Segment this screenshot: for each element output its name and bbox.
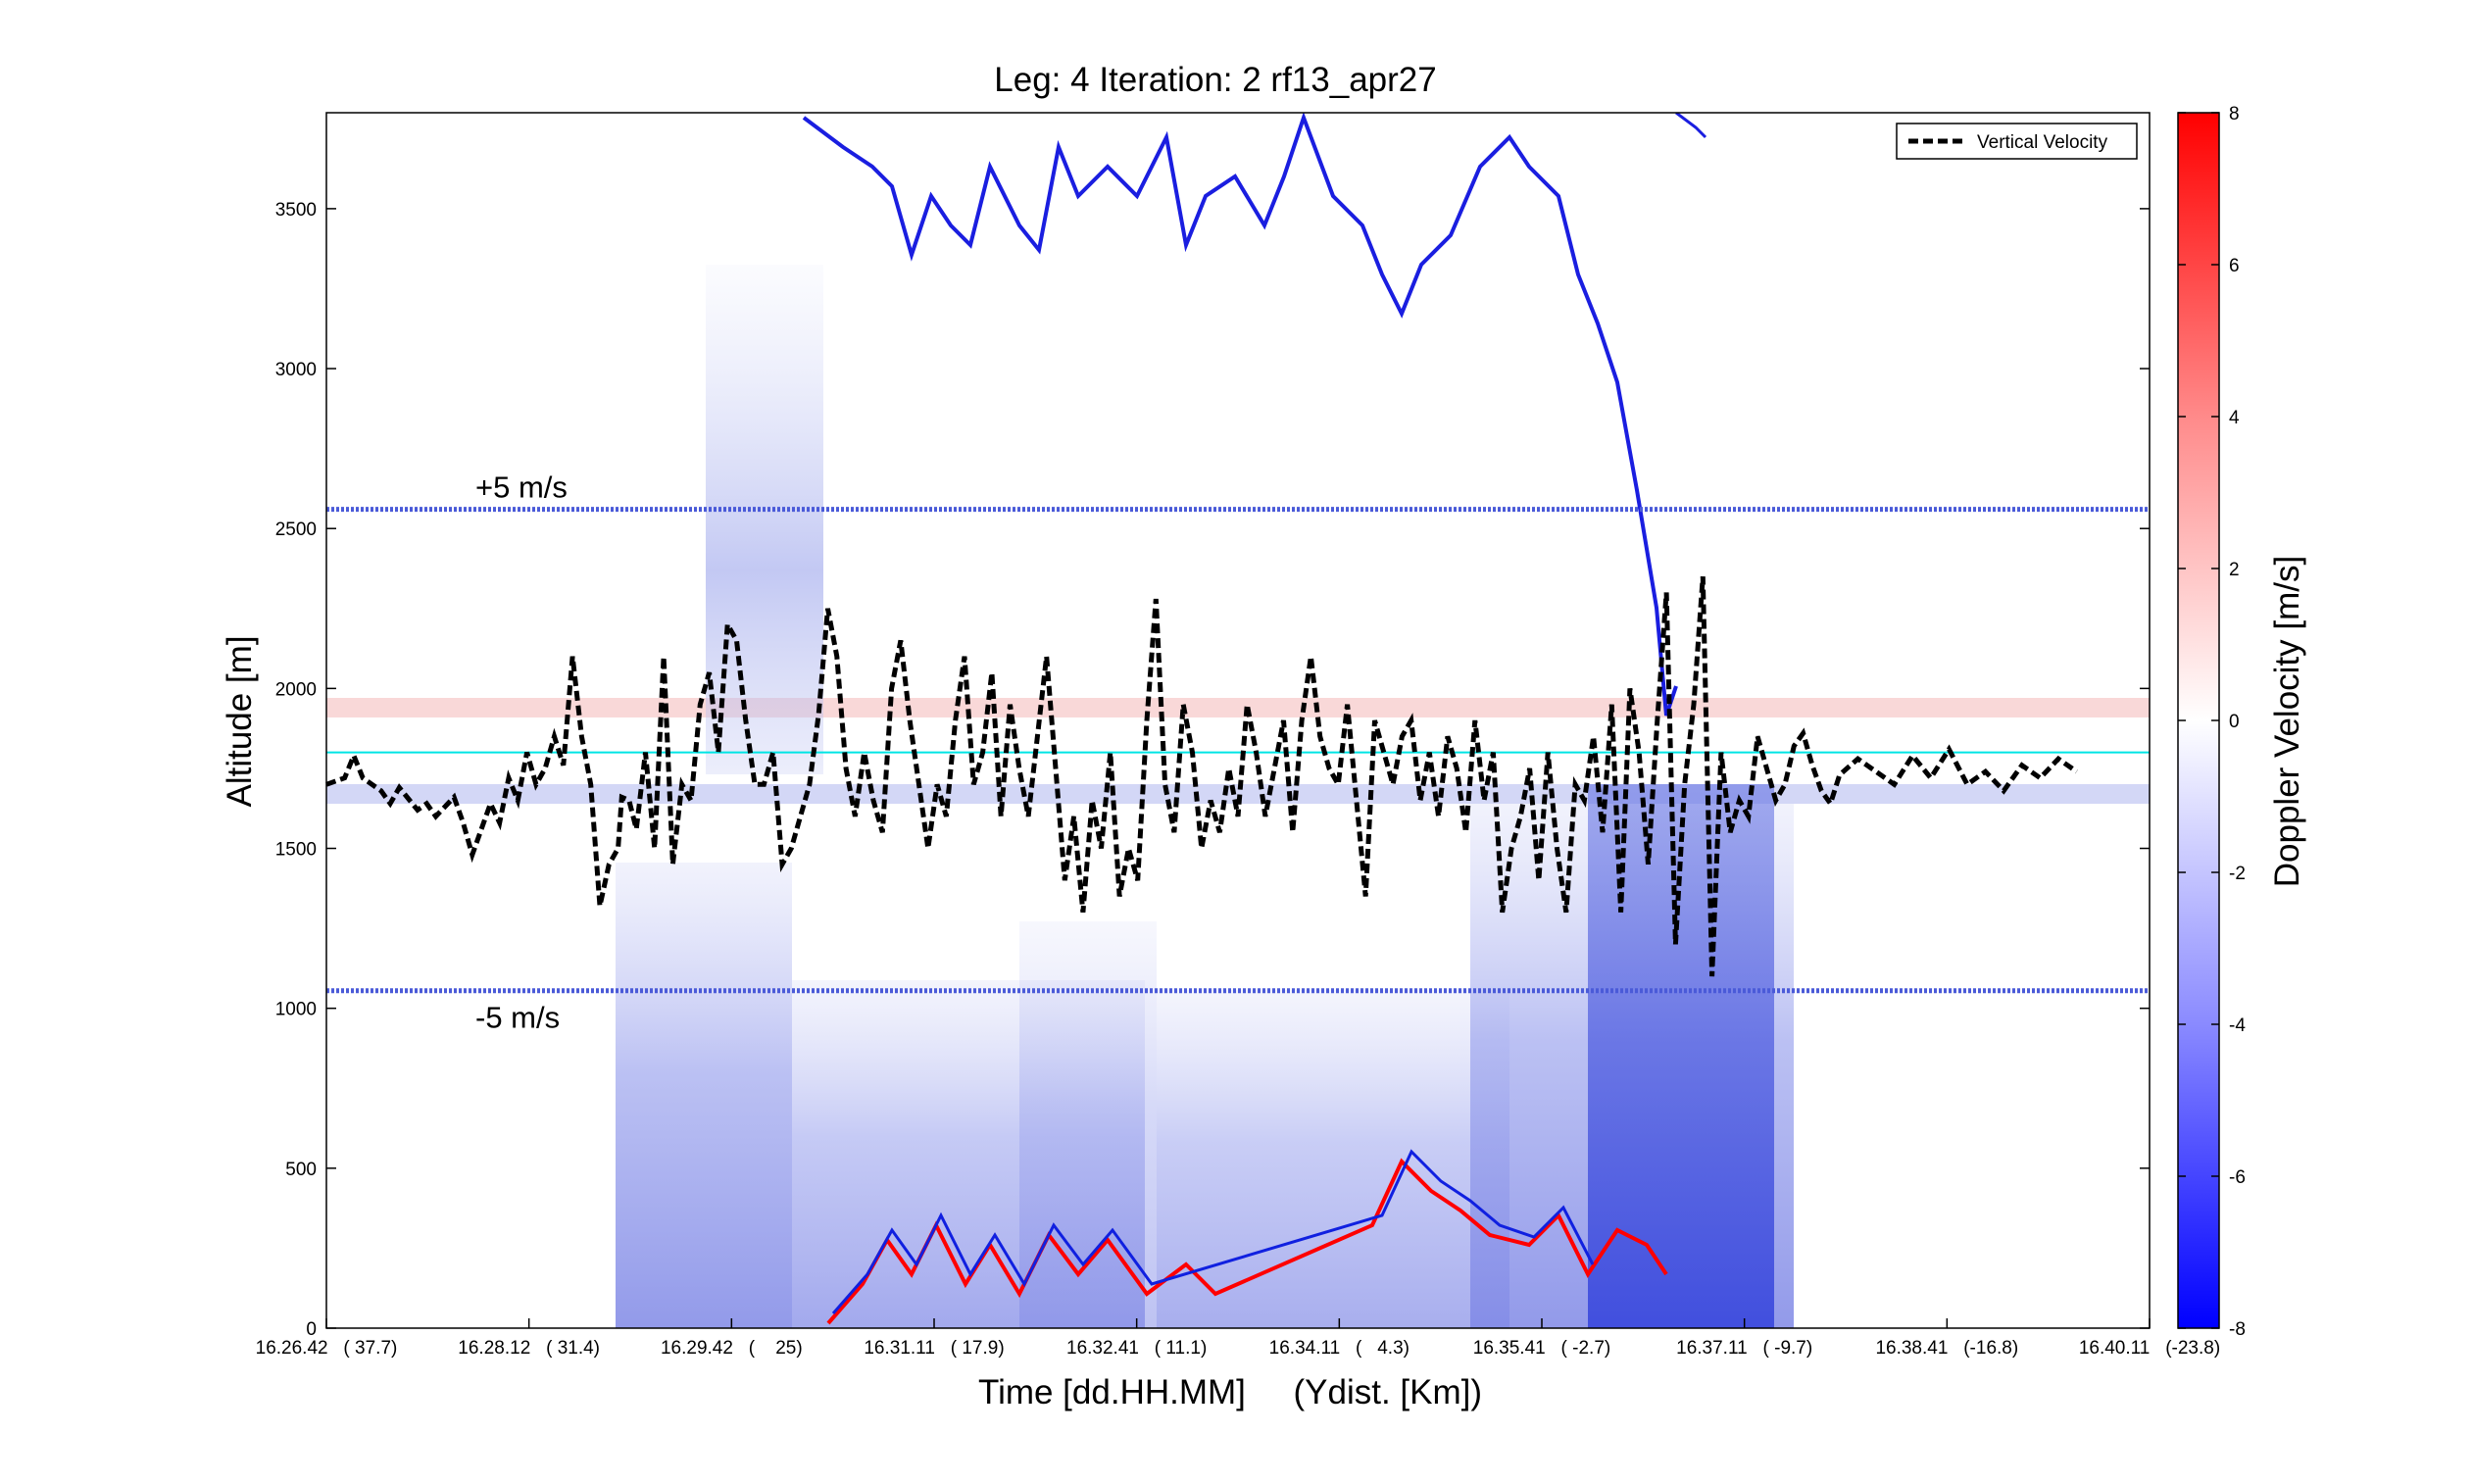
colorbar: 8 6 4 2 0 -2 -4 -6 -8 Doppler Velocity [m/s] xyxy=(2177,104,2306,1340)
precip-curtain-strong xyxy=(1588,784,1774,1328)
colorbar-tick-label: -2 xyxy=(2229,864,2246,884)
legend: Vertical Velocity xyxy=(1896,123,2138,160)
x-tick-label: 16.35.41 ( -2.7) xyxy=(1473,1338,1610,1359)
y-tick-label: 1500 xyxy=(275,840,317,861)
y-tick-label: 1000 xyxy=(275,1000,317,1020)
surface-clutter-blue xyxy=(831,1149,1595,1314)
precip-curtain-4 xyxy=(1157,990,1509,1328)
cloud-top-echo-right xyxy=(1675,113,1707,139)
chart-title: Leg: 4 Iteration: 2 rf13_apr27 xyxy=(994,61,1436,99)
y-tick-label: 3000 xyxy=(275,360,317,380)
precip-curtain-3 xyxy=(1019,921,1157,1328)
x-tick-label: 16.38.41 (-16.8) xyxy=(1875,1338,2018,1359)
y-axis-label: Altitude [m] xyxy=(221,635,259,807)
colorbar-ticks: 8 6 4 2 0 -2 -4 -6 -8 xyxy=(2178,104,2246,1340)
colorbar-label: Doppler Velocity [m/s] xyxy=(2268,556,2306,887)
precip-curtain-1 xyxy=(616,863,792,1328)
reference-line-label: -5 m/s xyxy=(475,1001,560,1035)
x-tick-label: 16.29.42 ( 25) xyxy=(661,1338,803,1359)
vertical-velocity-series xyxy=(325,576,2079,977)
colorbar-tick-label: 2 xyxy=(2229,560,2240,580)
plot-frame xyxy=(325,112,2151,1329)
reference-lines: +5 m/s -5 m/s xyxy=(326,470,2150,1035)
reference-line-label: +5 m/s xyxy=(475,470,568,505)
y-tick-label: 0 xyxy=(306,1319,317,1340)
x-axis-label: Time [dd.HH.MM] (Ydist. [Km]) xyxy=(978,1373,1482,1411)
y-axis-ticks: 0 500 1000 1500 2000 2500 3000 3500 xyxy=(275,200,2150,1340)
upper-plume xyxy=(706,265,823,774)
legend-box xyxy=(1896,123,2138,160)
cloud-top-echo xyxy=(802,113,1678,717)
y-tick-label: 500 xyxy=(285,1160,317,1180)
colorbar-tick-label: 8 xyxy=(2229,104,2240,124)
colorbar-tick-label: -4 xyxy=(2229,1015,2246,1036)
colorbar-tick-label: -6 xyxy=(2229,1167,2246,1188)
y-tick-label: 2500 xyxy=(275,519,317,540)
x-tick-label: 16.37.11 ( -9.7) xyxy=(1676,1338,1812,1359)
x-tick-label: 16.26.42 ( 37.7) xyxy=(256,1338,398,1359)
x-tick-label: 16.40.11 (-23.8) xyxy=(2079,1338,2220,1359)
doppler-field xyxy=(326,113,2150,1328)
x-tick-label: 16.34.11 ( 4.3) xyxy=(1269,1338,1410,1359)
x-tick-label: 16.28.12 ( 31.4) xyxy=(458,1338,600,1359)
y-tick-label: 2000 xyxy=(275,679,317,700)
colorbar-tick-label: 6 xyxy=(2229,256,2240,276)
legend-entry-vertical-velocity: Vertical Velocity xyxy=(1977,132,2108,153)
red-band xyxy=(326,698,2150,717)
colorbar-tick-label: -8 xyxy=(2229,1319,2246,1340)
x-axis-ticks: 16.26.42 ( 37.7) 16.28.12 ( 31.4) 16.29.42… xyxy=(256,1318,2220,1359)
y-tick-label: 3500 xyxy=(275,200,317,221)
colorbar-tick-label: 0 xyxy=(2229,712,2240,732)
x-tick-label: 16.31.11 ( 17.9) xyxy=(864,1338,1004,1359)
x-tick-label: 16.32.41 ( 11.1) xyxy=(1066,1338,1207,1359)
colorbar-tick-label: 4 xyxy=(2229,408,2240,428)
